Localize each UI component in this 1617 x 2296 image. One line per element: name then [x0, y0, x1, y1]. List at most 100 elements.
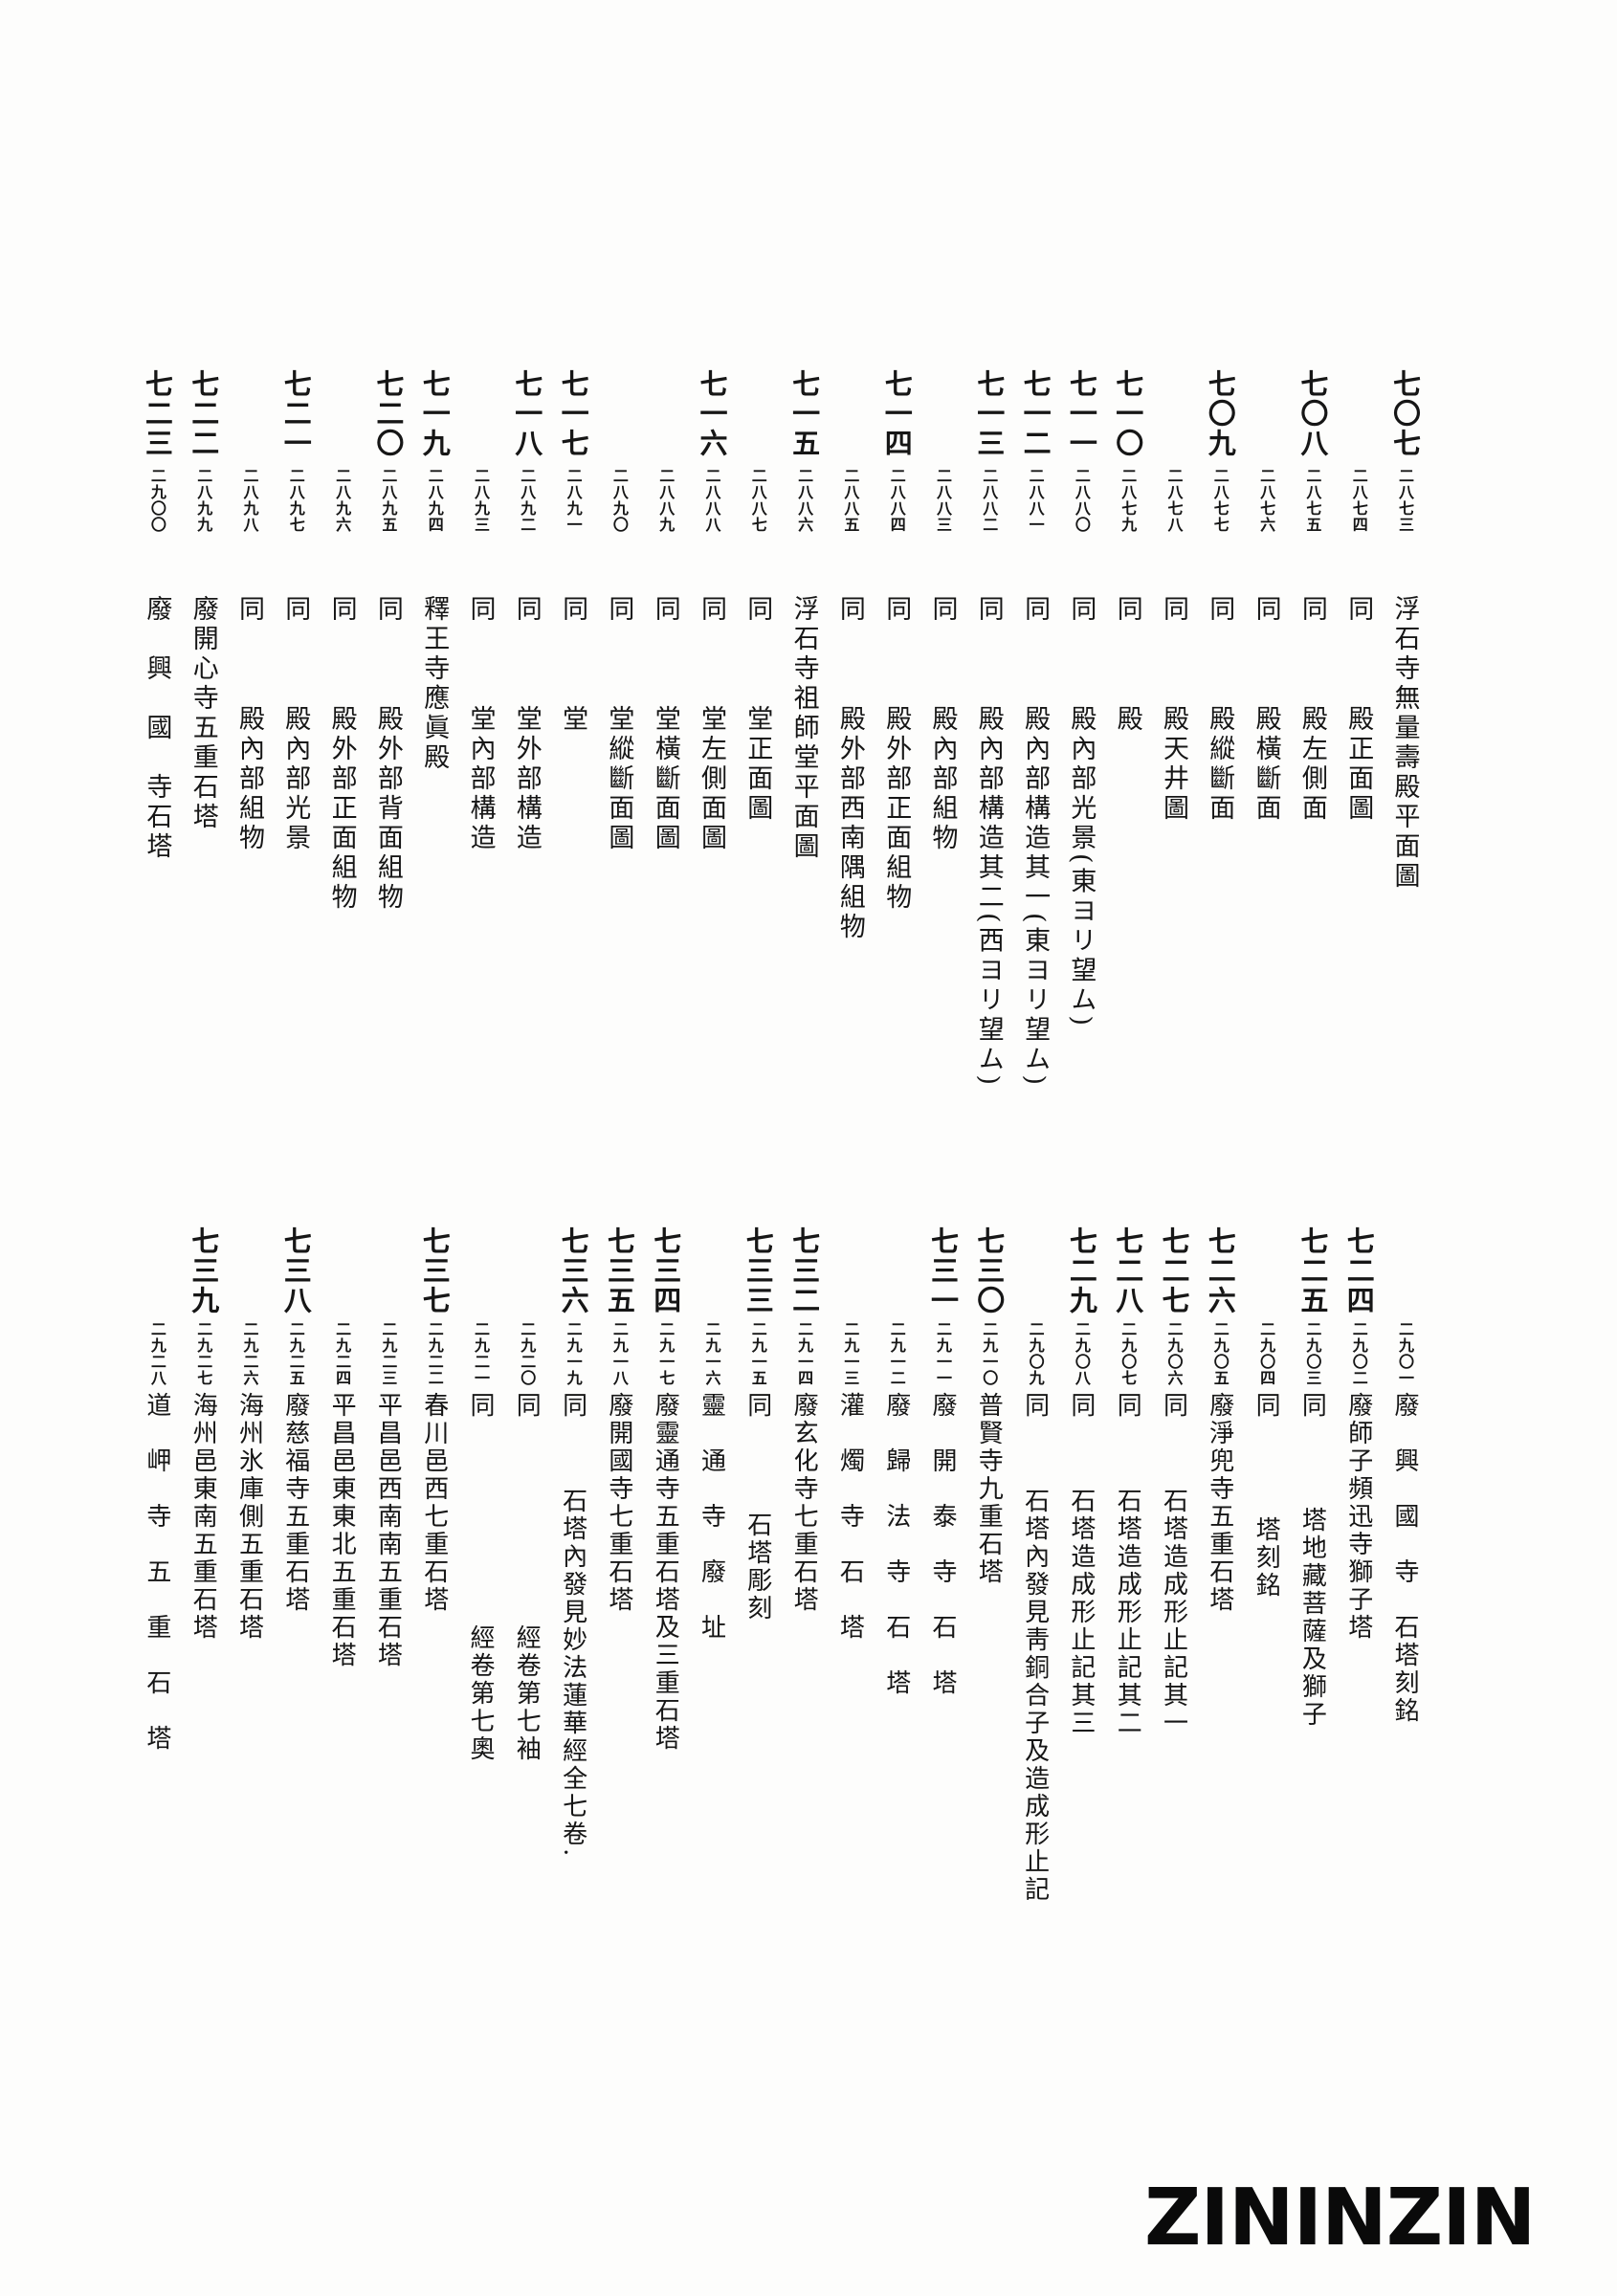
- entry-subtitle: 殿橫斷面: [1251, 705, 1281, 824]
- toc-entry-1-0: 二九〇一廢 興 國 寺 石塔刻銘: [1382, 0, 1429, 2296]
- toc-entry-0-13: 七一五 二八八六 浮石寺祖師堂平面圖: [781, 0, 828, 2296]
- entry-ditto-mark: 同: [1205, 595, 1235, 625]
- toc-entry-1-18: 七三六 二九一九同石塔內發見妙法蓮華經全七卷.: [549, 0, 596, 2296]
- entry-page-number: 二八七八: [1164, 468, 1184, 533]
- entry-subtitle: 殿內部構造其一(東ヨリ望ム): [1020, 705, 1051, 1090]
- toc-entry-0-22: 七二〇 二八九五同殿外部背面組物: [365, 0, 411, 2296]
- entry-ditto-mark: 同: [280, 595, 311, 625]
- toc-entry-1-20: 二九二一同經卷第七奧: [457, 0, 504, 2296]
- entry-page-number: 二九一三: [841, 1321, 860, 1386]
- entry-ditto-mark: 同: [1066, 1392, 1096, 1420]
- watermark-text: ZININZIN: [1144, 2173, 1536, 2263]
- entry-subtitle: 殿內部組物: [927, 705, 958, 853]
- entry-subtitle: 殿內部光景: [280, 705, 311, 853]
- entry-page-number: 二九一八: [609, 1321, 629, 1386]
- entry-number: 七三〇: [972, 1226, 1006, 1315]
- toc-entry-1-1: 七二四 二九〇二 廢師子頻迅寺獅子塔: [1335, 0, 1382, 2296]
- entry-title: 海州邑東南五重石塔: [188, 1392, 218, 1642]
- entry-page-number: 二八七五: [1303, 468, 1322, 533]
- entry-ditto-mark: 同: [1112, 595, 1142, 625]
- entry-page-number: 二八八〇: [1072, 468, 1091, 533]
- entry-subtitle: 堂縱斷面圖: [604, 705, 634, 853]
- entry-ditto-mark: 同: [742, 1392, 772, 1420]
- entry-subtitle: 殿外部西南隅組物: [834, 705, 865, 942]
- toc-entry-0-18: 七一七 二八九一同堂: [549, 0, 596, 2296]
- toc-entry-0-19: 七一八 二八九二同堂外部構造: [503, 0, 550, 2296]
- entry-number: 七二七: [1158, 1226, 1190, 1315]
- toc-entry-0-9: 七一三二八八二同殿內部構造其二(西ヨリ望ム): [965, 0, 1012, 2296]
- toc-entry-0-8: 七一二 二八八一同殿內部構造其一(東ヨリ望ム): [1011, 0, 1058, 2296]
- entry-number: 七三三: [742, 1226, 775, 1315]
- entry-subtitle: 殿: [1112, 705, 1142, 735]
- entry-page-number: 二九一一: [934, 1321, 952, 1386]
- toc-entry-1-6: 七二八 二九〇七同石塔造成形止記其二: [1104, 0, 1151, 2296]
- entry-ditto-mark: 同: [511, 595, 542, 625]
- toc-entry-0-3: 二八七六同殿橫斷面: [1243, 0, 1290, 2296]
- entry-subtitle: 殿外部正面組物: [881, 705, 912, 913]
- entry-page-number: 二九二五: [286, 1321, 305, 1386]
- entry-page-number: 二八七四: [1349, 468, 1368, 533]
- entry-number: 七二六: [1204, 1226, 1237, 1315]
- toc-entry-1-8: 二九〇九同石塔內發見靑銅合子及造成形止記: [1011, 0, 1058, 2296]
- entry-title: 廢 興 國 寺石塔: [142, 595, 172, 862]
- toc-entry-0-26: 七二二 二八九九 廢開心寺五重石塔: [180, 0, 227, 2296]
- entry-subtitle: 塔地藏菩薩及獅子: [1297, 1507, 1327, 1729]
- entry-title: 春川邑西七重石塔: [419, 1392, 449, 1614]
- entry-page-number: 二九〇二: [1349, 1321, 1368, 1386]
- entry-page-number: 二九〇九: [1026, 1321, 1045, 1386]
- entry-number: 七一四: [880, 369, 914, 458]
- entry-subtitle: 石塔造成形止記其二: [1113, 1488, 1142, 1737]
- entry-page-number: 二八八二: [980, 468, 999, 533]
- entry-ditto-mark: 同: [973, 595, 1004, 625]
- entry-page-number: 二八九四: [425, 468, 444, 533]
- toc-entry-1-27: 二九二八道 岬 寺 五 重 石 塔: [133, 0, 180, 2296]
- entry-ditto-mark: 同: [1251, 595, 1281, 625]
- entry-ditto-mark: 同: [1296, 595, 1327, 625]
- entry-number: 七一三: [972, 369, 1006, 458]
- entry-number: 七三九: [187, 1226, 220, 1315]
- entry-page-number: 二八八八: [702, 468, 721, 533]
- toc-entry-1-19: 二九二〇同經卷第七袖: [503, 0, 550, 2296]
- entry-number: 七一〇: [1111, 369, 1144, 458]
- entry-ditto-mark: 同: [512, 1392, 542, 1420]
- entry-number: 七三七: [418, 1226, 452, 1315]
- entry-page-number: 二九一七: [656, 1321, 676, 1386]
- entry-ditto-mark: 同: [834, 595, 865, 625]
- entry-page-number: 二八九〇: [609, 468, 629, 533]
- entry-page-number: 二九二四: [333, 1321, 352, 1386]
- entry-page-number: 二九一〇: [980, 1321, 999, 1386]
- toc-entry-0-12: 二八八五同殿外部西南隅組物: [827, 0, 874, 2296]
- toc-entry-0-5: 二八七八同殿天井圖: [1150, 0, 1197, 2296]
- entry-number: 七〇九: [1204, 369, 1237, 458]
- toc-entry-1-2: 七二五 二九〇三同塔地藏菩薩及獅子: [1289, 0, 1336, 2296]
- entry-ditto-mark: 同: [1113, 1392, 1142, 1420]
- entry-title: 灌 燭 寺 石 塔: [835, 1392, 865, 1642]
- entry-page-number: 二九一二: [887, 1321, 906, 1386]
- entry-subtitle: 堂: [558, 705, 588, 735]
- entry-page-number: 二九一五: [748, 1321, 767, 1386]
- entry-page-number: 二九〇四: [1257, 1321, 1276, 1386]
- entry-ditto-mark: 同: [1297, 1392, 1327, 1420]
- toc-entry-0-0: 七〇七 二八七三 浮石寺無量壽殿平面圖: [1382, 0, 1429, 2296]
- entry-title: 廢 興 國 寺 石塔刻銘: [1390, 1392, 1419, 1725]
- toc-entry-0-6: 七一〇 二八七九同殿: [1104, 0, 1151, 2296]
- entry-subtitle: 石塔內發見靑銅合子及造成形止記: [1020, 1488, 1050, 1904]
- entry-title: 平昌邑東東北五重石塔: [327, 1392, 357, 1669]
- entry-subtitle: 殿內部構造其二(西ヨリ望ム): [973, 705, 1004, 1090]
- entry-page-number: 二八八四: [887, 468, 906, 533]
- entry-title: 廢靈通寺五重石塔及三重石塔: [651, 1392, 680, 1753]
- entry-page-number: 二九〇八: [1072, 1321, 1091, 1386]
- toc-entry-0-23: 二八九六同殿外部正面組物: [319, 0, 365, 2296]
- toc-entry-1-13: 七三二 二九一四 廢玄化寺七重石塔: [781, 0, 828, 2296]
- entry-subtitle: 塔刻銘: [1252, 1516, 1281, 1600]
- entry-page-number: 二八八九: [656, 468, 676, 533]
- entry-number: 七一一: [1065, 369, 1098, 458]
- entry-ditto-mark: 同: [1252, 1392, 1281, 1420]
- entry-number: 七一七: [557, 369, 590, 458]
- toc-entry-0-25: 二八九八同殿內部組物: [226, 0, 273, 2296]
- entry-page-number: 二八九一: [564, 468, 583, 533]
- entry-page-number: 二九〇一: [1396, 1321, 1414, 1386]
- entry-title: 廢慈福寺五重石塔: [280, 1392, 310, 1614]
- entry-number: 七三一: [926, 1226, 960, 1315]
